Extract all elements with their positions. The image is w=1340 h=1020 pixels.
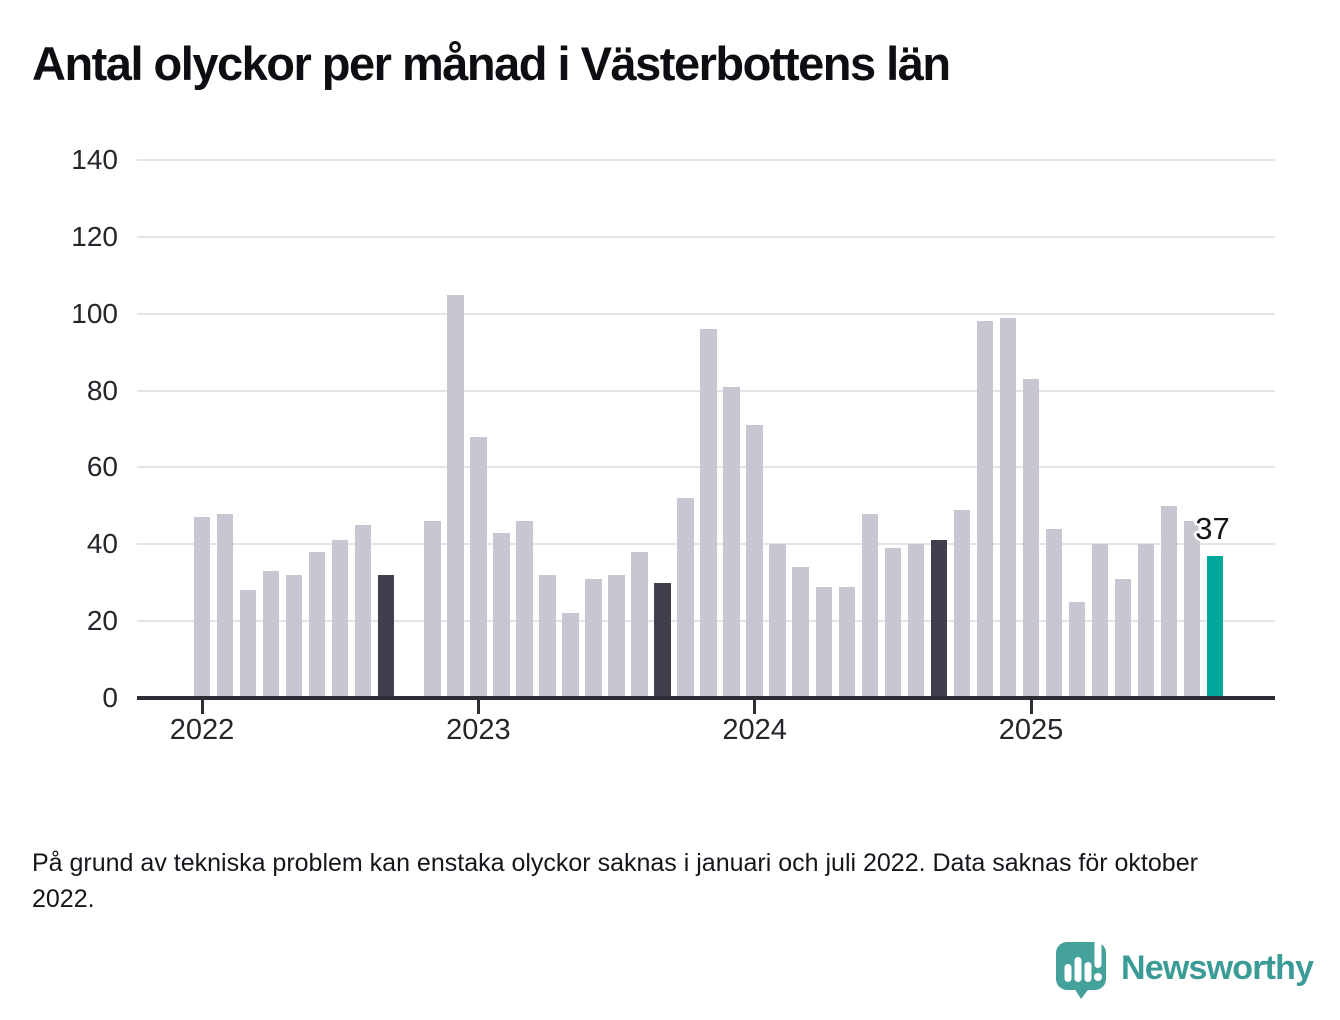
y-axis-label-80: 80: [86, 374, 118, 406]
bar-2023-11: [700, 329, 717, 698]
bar-2022-06: [308, 551, 326, 698]
bar-2025-05: [1114, 578, 1132, 698]
bar-2024-12: [999, 317, 1017, 698]
bar-2022-03: [239, 590, 257, 698]
x-axis-label-2024: 2024: [722, 714, 787, 746]
bar-2022-11: [424, 521, 441, 698]
newsworthy-logo: Newsworthy: [1055, 936, 1314, 1000]
bar-2025-07: [1160, 505, 1178, 698]
chart-footnote: På grund av tekniska problem kan enstaka…: [32, 849, 1198, 913]
bar-2024-04: [815, 586, 832, 698]
x-axis-tick-2023: [476, 699, 480, 714]
latest-value-label: 37: [1195, 510, 1230, 546]
bar-2023-02: [493, 532, 510, 698]
page-title: Antal olyckor per månad i Västerbottens …: [32, 37, 951, 90]
bar-2025-04: [1091, 544, 1109, 698]
bar-2024-03: [792, 567, 809, 698]
bar-2022-07: [331, 540, 349, 698]
x-axis-label-2025: 2025: [998, 714, 1064, 746]
y-axis-label-40: 40: [86, 528, 118, 560]
bar-2024-01: [746, 425, 763, 698]
bar-2022-01: [193, 517, 211, 698]
bar-2024-06: [861, 513, 879, 698]
bar-2025-01: [1022, 379, 1040, 698]
bar-2024-11: [976, 321, 994, 698]
bar-2023-03: [516, 521, 533, 698]
bar-2022-05: [285, 575, 303, 698]
bar-2023-04: [539, 575, 556, 698]
bar-2023-08: [631, 551, 648, 698]
bar-2024-05: [838, 586, 856, 698]
bar-2023-09: [654, 582, 671, 698]
x-axis-line: [137, 696, 1275, 700]
newsworthy-logo-text: Newsworthy: [1121, 948, 1314, 987]
y-axis-label-60: 60: [86, 451, 118, 483]
x-axis-label-2023: 2023: [446, 714, 511, 746]
bar-2023-12: [723, 386, 740, 698]
bar-2023-01: [470, 436, 487, 698]
bar-2024-08: [907, 544, 925, 698]
gridline-100: [137, 312, 1275, 315]
bar-2023-06: [585, 578, 602, 698]
y-axis-label-120: 120: [71, 220, 118, 252]
newsworthy-bubble-icon: [1056, 938, 1106, 999]
bar-2022-12: [447, 294, 464, 698]
bar-2022-04: [262, 571, 280, 698]
bar-2022-09: [377, 575, 395, 698]
bar-2023-10: [677, 498, 694, 698]
bar-2024-02: [769, 544, 786, 698]
bar-2023-07: [608, 575, 625, 698]
bar-2025-08: [1183, 521, 1201, 698]
bar-2022-08: [354, 525, 372, 698]
bar-2024-07: [884, 548, 902, 698]
bar-2025-03: [1068, 601, 1086, 698]
gridline-120: [137, 235, 1275, 238]
x-axis-tick-2022: [200, 699, 204, 714]
y-axis-label-20: 20: [86, 605, 118, 637]
x-axis-tick-2025: [1029, 699, 1033, 714]
x-axis-label-2022: 2022: [169, 714, 235, 746]
bar-2025-09: [1206, 555, 1224, 698]
bar-2022-02: [216, 513, 234, 698]
y-axis-label-0: 0: [102, 682, 118, 713]
bar-2025-02: [1045, 528, 1063, 698]
y-axis-label-100: 100: [71, 297, 118, 329]
bar-2025-06: [1137, 544, 1155, 698]
bar-2024-09: [930, 540, 948, 698]
gridline-140: [137, 159, 1275, 161]
bar-2024-10: [953, 509, 971, 698]
x-axis-tick-2024: [753, 699, 757, 714]
bar-2023-05: [562, 613, 579, 698]
y-axis-label-140: 140: [71, 144, 118, 175]
